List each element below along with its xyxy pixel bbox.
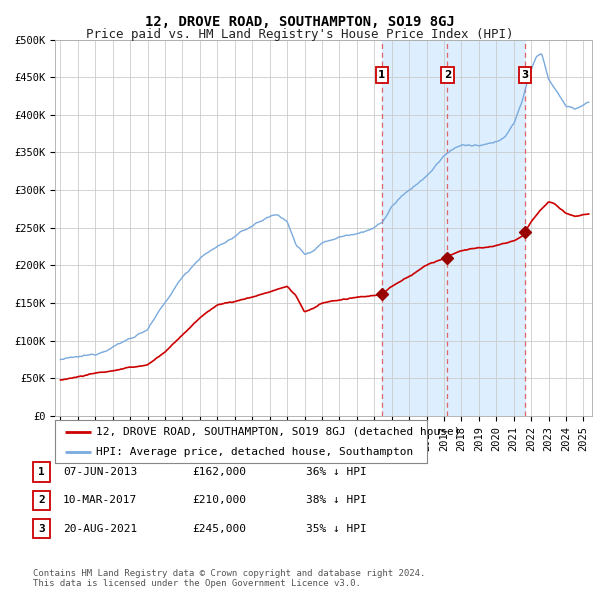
Text: £210,000: £210,000	[192, 496, 246, 505]
Text: 12, DROVE ROAD, SOUTHAMPTON, SO19 8GJ (detached house): 12, DROVE ROAD, SOUTHAMPTON, SO19 8GJ (d…	[96, 427, 461, 437]
Text: Contains HM Land Registry data © Crown copyright and database right 2024.
This d: Contains HM Land Registry data © Crown c…	[33, 569, 425, 588]
Text: 2: 2	[38, 496, 45, 505]
Bar	[382, 40, 525, 416]
Text: 38% ↓ HPI: 38% ↓ HPI	[306, 496, 367, 505]
Text: 1: 1	[379, 70, 386, 80]
Text: 2: 2	[443, 70, 451, 80]
Text: 36% ↓ HPI: 36% ↓ HPI	[306, 467, 367, 477]
Text: £245,000: £245,000	[192, 524, 246, 533]
Text: HPI: Average price, detached house, Southampton: HPI: Average price, detached house, Sout…	[96, 447, 413, 457]
Text: 12, DROVE ROAD, SOUTHAMPTON, SO19 8GJ: 12, DROVE ROAD, SOUTHAMPTON, SO19 8GJ	[145, 15, 455, 29]
Text: 35% ↓ HPI: 35% ↓ HPI	[306, 524, 367, 533]
Text: 07-JUN-2013: 07-JUN-2013	[63, 467, 137, 477]
Text: 3: 3	[521, 70, 529, 80]
Text: 1: 1	[38, 467, 45, 477]
Text: 3: 3	[38, 524, 45, 533]
Text: Price paid vs. HM Land Registry's House Price Index (HPI): Price paid vs. HM Land Registry's House …	[86, 28, 514, 41]
Text: 10-MAR-2017: 10-MAR-2017	[63, 496, 137, 505]
Text: £162,000: £162,000	[192, 467, 246, 477]
Text: 20-AUG-2021: 20-AUG-2021	[63, 524, 137, 533]
